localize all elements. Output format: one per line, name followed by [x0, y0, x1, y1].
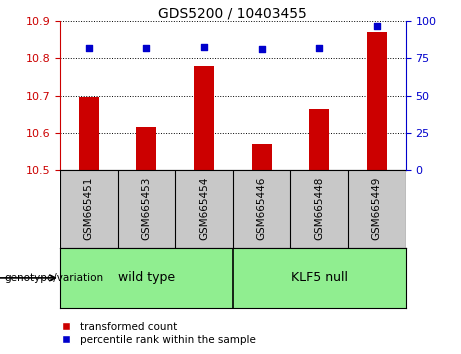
Bar: [252, 144, 272, 170]
Text: KLF5 null: KLF5 null: [291, 272, 348, 284]
Point: [258, 47, 266, 52]
Text: genotype/variation: genotype/variation: [5, 273, 104, 283]
Point: [85, 45, 92, 51]
Point: [200, 44, 207, 49]
Point: [315, 45, 323, 51]
Text: GSM665446: GSM665446: [257, 176, 266, 240]
Text: GSM665453: GSM665453: [142, 176, 151, 240]
Bar: [194, 66, 214, 170]
Text: GSM665451: GSM665451: [84, 176, 94, 240]
Text: GSM665448: GSM665448: [314, 176, 324, 240]
Bar: [79, 97, 99, 170]
Bar: [309, 109, 329, 170]
Text: wild type: wild type: [118, 272, 175, 284]
Point: [142, 45, 150, 51]
Text: GSM665449: GSM665449: [372, 176, 382, 240]
Bar: [367, 33, 387, 170]
Point: [373, 23, 381, 29]
Legend: transformed count, percentile rank within the sample: transformed count, percentile rank withi…: [51, 317, 260, 349]
Title: GDS5200 / 10403455: GDS5200 / 10403455: [159, 6, 307, 20]
Text: GSM665454: GSM665454: [199, 176, 209, 240]
Bar: [136, 127, 156, 170]
